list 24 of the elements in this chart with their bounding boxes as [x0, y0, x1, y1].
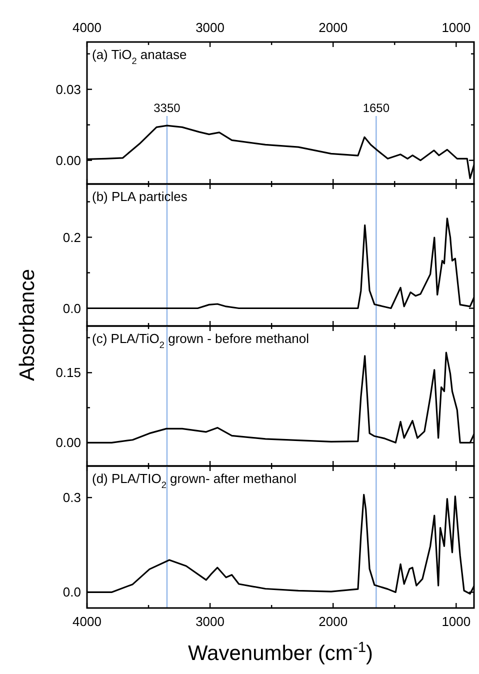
y-tick-label: 0.15	[56, 365, 81, 380]
y-tick-label: 0.00	[56, 435, 81, 450]
ref-line-label: 1650	[362, 101, 390, 115]
x2-tick-label: 4000	[72, 20, 102, 35]
y-tick-label: 0.2	[62, 230, 81, 245]
x-tick-label: 4000	[72, 614, 102, 629]
y-tick-label: 0.03	[56, 82, 81, 97]
y-tick-label: 0.00	[56, 152, 81, 168]
ref-line-label: 3350	[154, 101, 181, 115]
x2-tick-label: 2000	[318, 20, 348, 35]
annotation: (c) PLA/TiO$_{2}$ grown - before methanol	[92, 331, 310, 350]
x-tick-label: 3000	[196, 614, 225, 629]
y-tick-label: 0.0	[62, 584, 81, 600]
x-axis-title: Wavenumber (cm$^{-1}$)	[188, 640, 373, 665]
y-axis-title: Absorbance	[16, 268, 39, 382]
x-tick-label: 2000	[318, 614, 348, 629]
annotation: (a) TiO$_{2}$ anatase	[92, 47, 187, 66]
annotation: (d) PLA/TIO$_{2}$ grown- after methanol	[92, 471, 297, 490]
y-tick-label: 0.3	[62, 490, 81, 506]
x2-tick-label: 1000	[442, 20, 471, 35]
x-tick-label: 1000	[442, 614, 471, 629]
y-tick-label: 0.0	[62, 300, 81, 316]
x2-tick-label: 3000	[196, 20, 225, 35]
annotation: (b) PLA particles	[92, 189, 188, 204]
